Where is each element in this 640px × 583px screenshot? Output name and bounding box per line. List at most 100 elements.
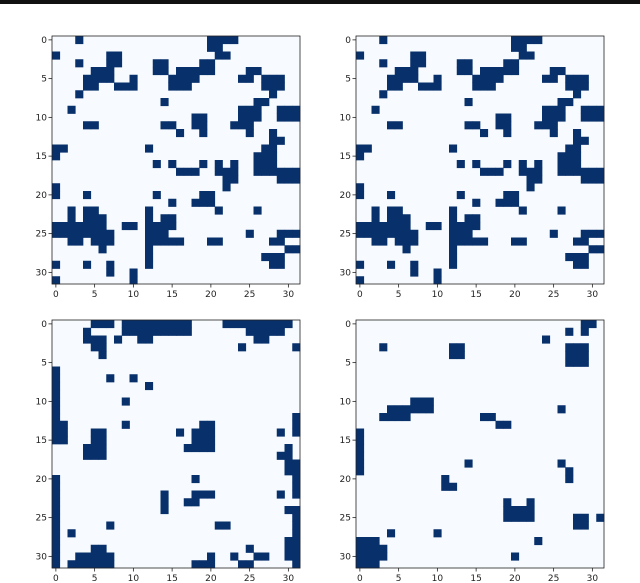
heatmap-cell	[238, 113, 247, 122]
heatmap-cell	[121, 320, 130, 329]
heatmap-cell	[52, 51, 61, 60]
heatmap-cell	[518, 43, 527, 52]
heatmap-cell	[394, 74, 403, 83]
heatmap-cell	[284, 167, 293, 176]
heatmap-cell	[129, 74, 138, 83]
heatmap-cell	[269, 327, 278, 336]
heatmap-cell	[356, 183, 365, 192]
heatmap-cell	[379, 222, 388, 231]
heatmap-cell	[387, 413, 396, 422]
heatmap-cell	[168, 320, 177, 329]
heatmap-cell	[518, 167, 527, 176]
heatmap-cell	[596, 105, 605, 114]
heatmap-cell	[387, 191, 396, 200]
heatmap-cell	[83, 82, 92, 91]
heatmap-cell	[183, 320, 192, 329]
heatmap-cell	[230, 175, 239, 184]
heatmap-cell	[160, 59, 169, 68]
heatmap-cell	[410, 268, 419, 277]
heatmap-cell	[363, 560, 372, 569]
heatmap-cell	[145, 335, 154, 344]
heatmap-cell	[106, 229, 115, 238]
heatmap-cell	[449, 222, 458, 231]
heatmap-top-left: 0 5 10 15 20 25 30 0 5 10 15 20 25 30	[36, 35, 301, 300]
heatmap-cell	[129, 320, 138, 329]
heatmap-background	[356, 320, 604, 568]
heatmap-cell	[52, 529, 61, 538]
heatmap-cell	[371, 544, 380, 553]
heatmap-cell	[456, 229, 465, 238]
x-tick-label: 0	[357, 290, 363, 300]
heatmap-cell	[253, 160, 262, 169]
heatmap-cell	[253, 152, 262, 161]
heatmap-cell	[503, 198, 512, 207]
heatmap-cell	[503, 129, 512, 138]
heatmap-cell	[379, 343, 388, 352]
heatmap-cell	[199, 560, 208, 569]
heatmap-cell	[83, 560, 92, 569]
heatmap-cell	[199, 428, 208, 437]
axes-frame	[51, 319, 301, 569]
heatmap-cell	[114, 335, 123, 344]
heatmap-cell	[160, 121, 169, 130]
heatmap-cell	[588, 229, 597, 238]
heatmap-cell	[160, 229, 169, 238]
heatmap-cell	[276, 451, 285, 460]
heatmap-cell	[464, 459, 473, 468]
heatmap-cell	[402, 67, 411, 76]
heatmap-cell	[52, 513, 61, 522]
heatmap-cell	[573, 351, 582, 360]
heatmap-cell	[557, 405, 566, 414]
y-tick-label: 0	[41, 36, 47, 46]
heatmap-cell	[214, 521, 223, 530]
heatmap-cell	[222, 183, 231, 192]
heatmap-cell	[121, 397, 130, 406]
heatmap-cell	[387, 74, 396, 83]
heatmap-cell	[261, 327, 270, 336]
y-tick-label: 0	[345, 320, 351, 330]
heatmap-cell	[503, 113, 512, 122]
heatmap-cell	[356, 260, 365, 269]
heatmap-cell	[557, 113, 566, 122]
heatmap-cell	[472, 121, 481, 130]
heatmap-cell	[284, 459, 293, 468]
heatmap-cell	[67, 529, 76, 538]
y-tick-label: 25	[36, 514, 47, 524]
heatmap-cell	[230, 36, 239, 45]
heatmap-cell	[356, 222, 365, 231]
heatmap-cell	[145, 214, 154, 223]
heatmap-cell	[98, 428, 107, 437]
heatmap-cell	[106, 59, 115, 68]
heatmap-cell	[261, 552, 270, 561]
heatmap-cell	[526, 183, 535, 192]
heatmap-cell	[199, 436, 208, 445]
heatmap-cell	[549, 121, 558, 130]
heatmap-cell	[199, 160, 208, 169]
heatmap-cell	[394, 229, 403, 238]
heatmap-cell	[387, 260, 396, 269]
heatmap-cell	[371, 229, 380, 238]
heatmap-cell	[292, 229, 301, 238]
heatmap-cell	[269, 144, 278, 153]
heatmap-cell	[580, 320, 589, 329]
x-tick-label: 0	[53, 574, 59, 583]
heatmap-cell	[565, 475, 574, 484]
heatmap-cell	[253, 320, 262, 329]
heatmap-cell	[176, 82, 185, 91]
heatmap-cell	[222, 320, 231, 329]
heatmap-cell	[387, 121, 396, 130]
heatmap-cell	[238, 560, 247, 569]
heatmap-cell	[253, 327, 262, 336]
heatmap-cell	[495, 167, 504, 176]
heatmap-cell	[449, 343, 458, 352]
heatmap-cell	[67, 206, 76, 215]
heatmap-cell	[472, 214, 481, 223]
heatmap-cell	[67, 105, 76, 114]
heatmap-cell	[580, 74, 589, 83]
heatmap-cell	[449, 214, 458, 223]
heatmap-cell	[573, 136, 582, 145]
y-tick-label: 10	[36, 397, 48, 407]
heatmap-cell	[214, 51, 223, 60]
heatmap-cell	[214, 160, 223, 169]
heatmap-cell	[52, 428, 61, 437]
